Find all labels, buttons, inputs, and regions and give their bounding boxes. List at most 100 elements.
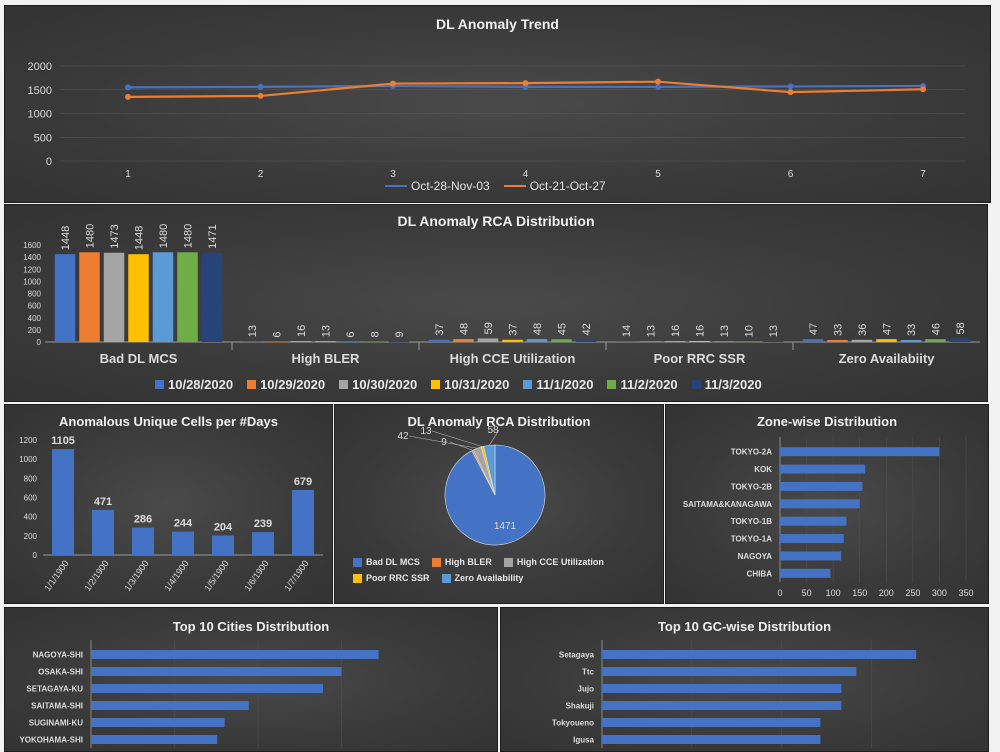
bar — [949, 338, 971, 342]
legend-label: 11/3/2020 — [704, 377, 762, 392]
bar — [780, 481, 863, 491]
bar — [91, 718, 225, 727]
category-label: High BLER — [292, 351, 360, 366]
data-label: 47 — [882, 323, 894, 335]
bar — [132, 527, 154, 555]
data-point — [125, 84, 131, 91]
legend-label: 10/30/2020 — [352, 377, 418, 392]
bar — [152, 252, 174, 342]
legend-label: 10/28/2020 — [168, 377, 234, 392]
bar — [526, 339, 548, 342]
data-label: 16 — [670, 325, 682, 337]
legend-label: Poor RRC SSR — [366, 573, 430, 583]
category-label: Igusa — [573, 736, 594, 745]
x-tick-label: 0 — [777, 588, 782, 598]
legend-swatch — [247, 380, 257, 389]
bar — [640, 341, 661, 343]
category-label: High CCE Utilization — [450, 351, 576, 366]
data-label: 244 — [174, 518, 193, 530]
y-tick-label: 1400 — [23, 253, 41, 262]
bar — [502, 339, 523, 342]
legend-item: High BLER — [431, 557, 492, 567]
legend-item: Bad DL MCS — [353, 557, 420, 567]
data-label: 13 — [321, 325, 333, 337]
bar — [201, 252, 223, 342]
legend-item: 11/2/2020 — [607, 377, 678, 392]
data-label: 14 — [621, 325, 633, 337]
legend-item: 10/28/2020 — [155, 377, 233, 392]
bar — [91, 735, 218, 744]
pie-title: DL Anomaly RCA Distribution — [407, 414, 591, 429]
bar — [780, 447, 940, 457]
category-label: Setagaya — [559, 651, 595, 660]
data-point — [522, 80, 529, 87]
y-tick-label: 200 — [28, 326, 42, 335]
data-label: 1105 — [51, 435, 75, 447]
data-point — [787, 89, 794, 96]
y-tick-label: 800 — [28, 290, 42, 299]
gc-chart: Setagaya Ttc Jujo Shakuji Tokyoueno Igusa — [552, 640, 917, 748]
x-tick-label: 1/7/1900 — [282, 558, 310, 592]
data-label: 42 — [581, 323, 593, 335]
x-tick-label: 200 — [879, 588, 894, 598]
legend-item: 11/1/2020 — [523, 377, 593, 392]
data-label: 13 — [420, 426, 432, 437]
bar — [802, 339, 824, 342]
x-tick-label: 100 — [826, 588, 841, 598]
legend-swatch — [503, 185, 526, 187]
legend-label: Zero Availability — [454, 573, 524, 583]
bar — [780, 534, 844, 544]
bar — [103, 252, 125, 342]
category-label: TOKYO-1B — [731, 517, 772, 526]
gc-panel: Top 10 GC-wise Distribution Setagaya Ttc J… — [500, 607, 989, 752]
data-label: 36 — [857, 324, 869, 336]
y-tick-label: 0 — [37, 338, 42, 347]
bar — [738, 341, 759, 343]
x-tick-label: 50 — [802, 588, 812, 598]
bar — [602, 650, 917, 659]
category-label: Tokyoueno — [552, 719, 594, 728]
bar — [477, 338, 499, 342]
bar — [364, 341, 385, 343]
bar — [91, 650, 379, 659]
bar — [851, 339, 873, 342]
data-label: 37 — [434, 324, 446, 336]
x-tick-label: 1/2/1900 — [82, 558, 110, 592]
data-label: 1473 — [109, 224, 121, 248]
data-point — [390, 80, 396, 87]
x-tick-label: 2 — [258, 169, 264, 180]
x-tick-label: 1/6/1900 — [242, 558, 270, 592]
data-label: 1448 — [134, 226, 146, 250]
trend-legend: Oct-28-Nov-03 Oct-21-Oct-27 — [385, 179, 606, 193]
legend-swatch — [353, 573, 362, 583]
unique-panel: Anomalous Unique Cells per #Days 0 200 400… — [4, 404, 333, 604]
zone-panel: Zone-wise Distribution 0 50 100 150 200 250 30… — [665, 404, 989, 604]
data-label: 9 — [394, 331, 406, 337]
bar — [780, 568, 831, 578]
legend-swatch — [691, 380, 701, 389]
category-label: SAITAMA&KANAGAWA — [683, 500, 772, 509]
data-point — [920, 86, 926, 93]
rca-chart: 0 200 400 600 800 1000 1200 1400 1600 Bad DL MCS 1… — [23, 224, 980, 366]
y-tick-label: 1600 — [23, 241, 41, 250]
bar — [453, 339, 474, 342]
legend-label: 11/1/2020 — [536, 377, 594, 392]
x-tick-label: 350 — [958, 588, 973, 598]
cities-chart: NAGOYA-SHI OSAKA-SHI SETAGAYA-KU SAITAMA-SH… — [19, 640, 379, 748]
data-point — [787, 83, 794, 90]
legend-label: 10/31/2020 — [444, 377, 510, 392]
bar — [876, 339, 897, 342]
data-label: 33 — [833, 324, 845, 336]
bar — [551, 339, 572, 342]
category-label: SUGINAMI-KU — [29, 719, 83, 728]
legend-item: Oct-28-Nov-03 — [385, 179, 490, 193]
x-tick-label: 3 — [390, 169, 396, 180]
pie-slice — [483, 444, 496, 496]
bar — [91, 701, 249, 710]
bar — [602, 735, 821, 744]
category-label: TOKYO-1A — [731, 535, 772, 544]
legend-item: High CCE Utilization — [503, 557, 604, 567]
category-label: KOK — [754, 465, 772, 474]
data-label: 1448 — [60, 226, 72, 250]
legend-swatch — [503, 557, 513, 567]
